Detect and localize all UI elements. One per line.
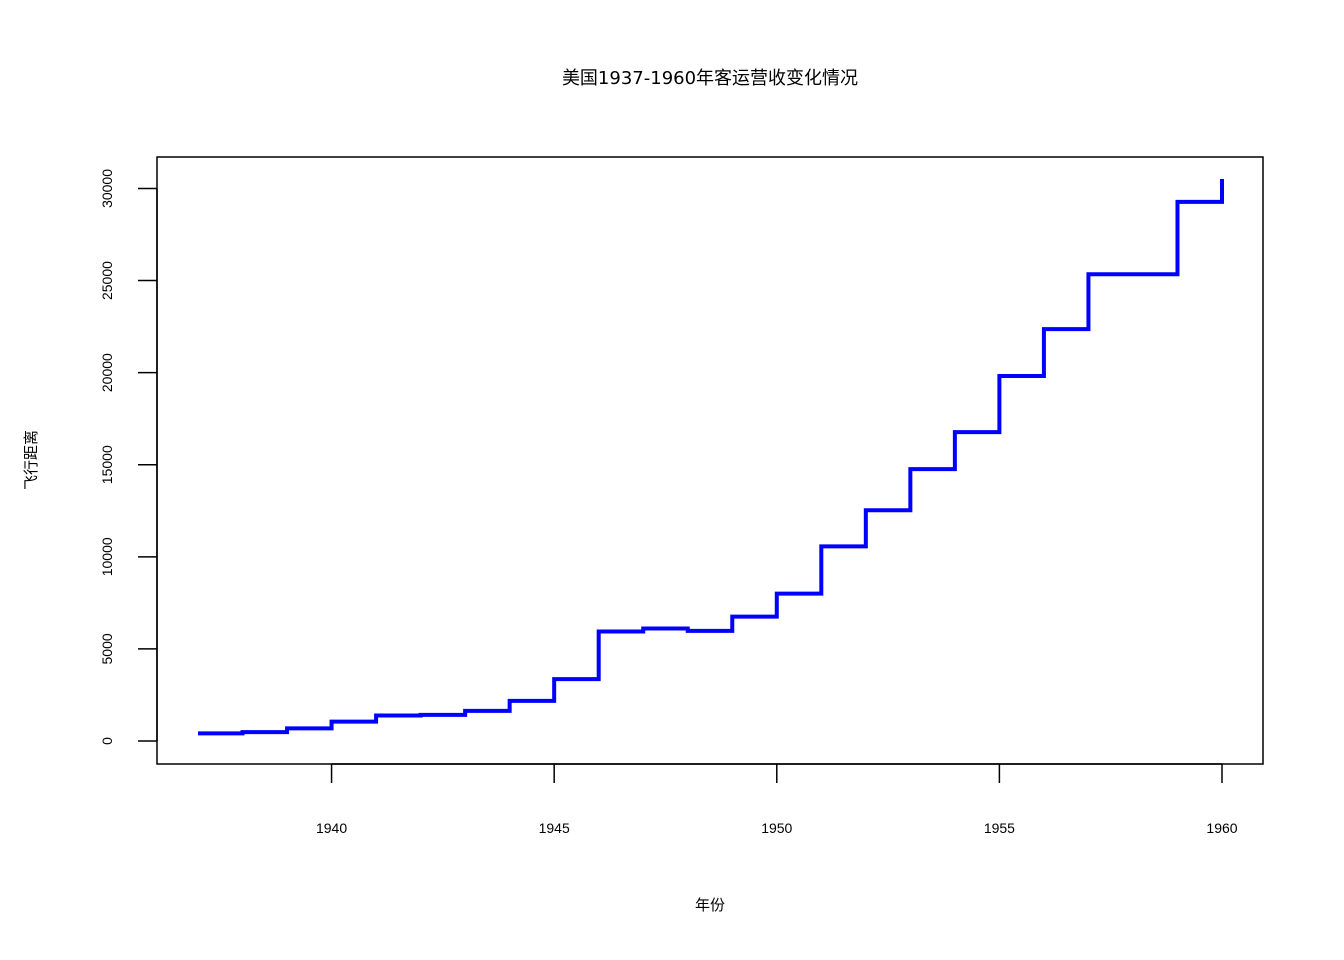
- chart-title: 美国1937-1960年客运营收变化情况: [562, 68, 858, 89]
- y-axis: 0 5000 10000 15000 20000 25000 30000: [99, 169, 158, 745]
- x-axis: 1940 1945 1950 1955 1960: [316, 763, 1238, 836]
- y-axis-label: 飞行距离: [22, 430, 40, 490]
- x-tick-label: 1955: [984, 820, 1015, 836]
- y-tick-label: 5000: [99, 633, 115, 664]
- x-tick-label: 1950: [761, 820, 792, 836]
- y-tick-label: 20000: [99, 353, 115, 392]
- x-axis-label: 年份: [695, 896, 725, 914]
- series-line: [198, 179, 1224, 736]
- x-tick-label: 1945: [539, 820, 570, 836]
- series-layer: [197, 178, 1224, 736]
- x-tick-label: 1960: [1206, 820, 1237, 836]
- x-tick-label: 1940: [316, 820, 347, 836]
- y-tick-label: 15000: [99, 445, 115, 484]
- y-tick-label: 10000: [99, 537, 115, 576]
- y-tick-label: 0: [99, 737, 115, 745]
- y-tick-label: 30000: [99, 169, 115, 208]
- y-tick-label: 25000: [99, 261, 115, 300]
- plot-area-border: [156, 156, 1264, 765]
